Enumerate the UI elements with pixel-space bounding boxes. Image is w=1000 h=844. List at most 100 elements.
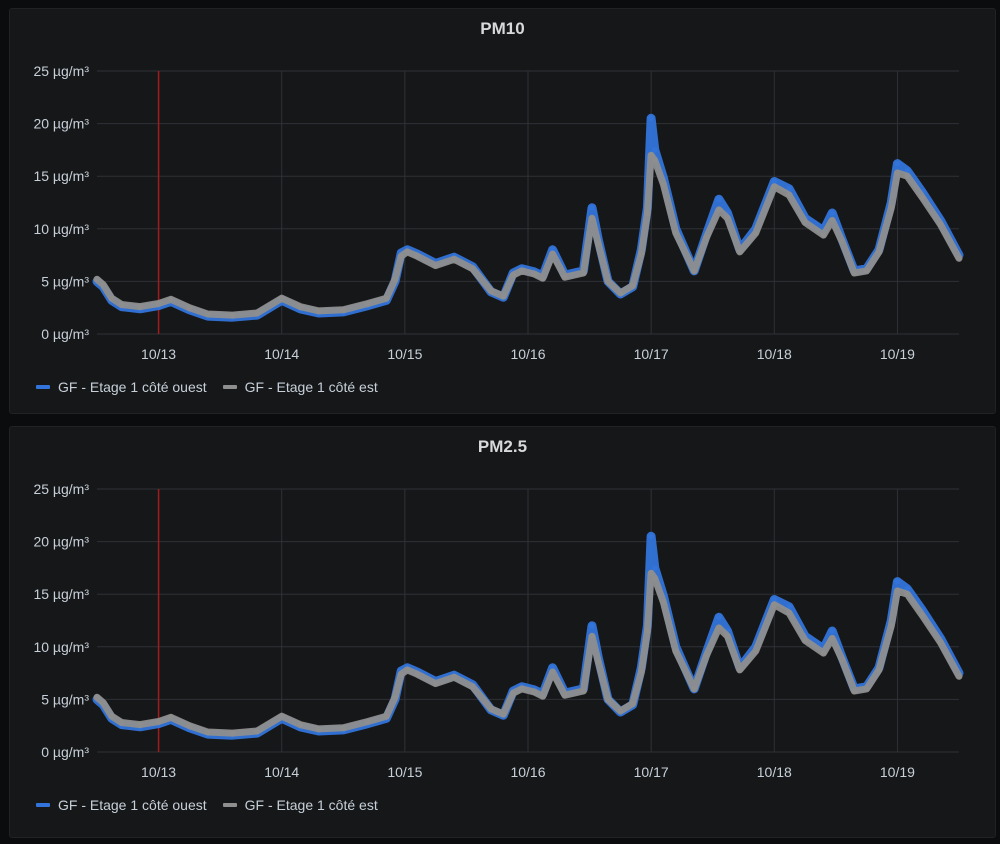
- data-point[interactable]: [108, 295, 115, 302]
- data-point[interactable]: [753, 230, 759, 236]
- data-point[interactable]: [469, 265, 476, 272]
- data-point[interactable]: [297, 721, 303, 728]
- data-point[interactable]: [137, 721, 143, 728]
- data-point[interactable]: [644, 210, 651, 216]
- data-point[interactable]: [580, 688, 587, 694]
- data-point[interactable]: [802, 637, 808, 644]
- data-point[interactable]: [519, 686, 525, 692]
- data-point[interactable]: [672, 648, 679, 654]
- legend-item-ouest[interactable]: GF - Etage 1 côté ouest: [36, 797, 207, 813]
- data-point[interactable]: [155, 718, 162, 725]
- data-point[interactable]: [691, 268, 698, 274]
- data-point[interactable]: [562, 692, 568, 698]
- data-point[interactable]: [562, 274, 568, 280]
- data-point[interactable]: [629, 700, 636, 707]
- data-point[interactable]: [771, 596, 778, 603]
- pm25-chart[interactable]: 0 µg/m³ 5 µg/m³ 10 µg/m³ 15 µg/m³ 20 µg/m³ 25…: [10, 427, 995, 787]
- data-point[interactable]: [100, 699, 106, 706]
- data-point[interactable]: [340, 725, 347, 731]
- data-point[interactable]: [888, 204, 895, 211]
- data-point[interactable]: [716, 625, 722, 631]
- data-point[interactable]: [392, 276, 398, 283]
- data-point[interactable]: [137, 303, 143, 310]
- data-point[interactable]: [786, 604, 792, 610]
- data-point[interactable]: [404, 667, 411, 673]
- data-point[interactable]: [937, 639, 944, 646]
- data-point[interactable]: [771, 178, 778, 185]
- data-point[interactable]: [786, 186, 792, 192]
- data-point[interactable]: [652, 157, 658, 164]
- data-point[interactable]: [118, 719, 125, 726]
- data-point[interactable]: [820, 232, 827, 238]
- data-point[interactable]: [340, 307, 347, 313]
- data-point[interactable]: [737, 667, 743, 673]
- data-point[interactable]: [531, 271, 537, 277]
- data-point[interactable]: [414, 671, 420, 677]
- data-point[interactable]: [168, 714, 174, 721]
- data-point[interactable]: [186, 304, 193, 311]
- data-point[interactable]: [648, 570, 654, 576]
- data-point[interactable]: [724, 215, 731, 222]
- data-point[interactable]: [168, 296, 174, 303]
- data-point[interactable]: [254, 728, 260, 734]
- data-point[interactable]: [254, 310, 260, 316]
- data-point[interactable]: [839, 238, 845, 245]
- data-point[interactable]: [510, 272, 517, 278]
- data-point[interactable]: [510, 690, 517, 696]
- data-point[interactable]: [894, 588, 901, 594]
- data-point[interactable]: [771, 601, 778, 608]
- data-point[interactable]: [894, 160, 901, 167]
- data-point[interactable]: [652, 147, 658, 153]
- data-point[interactable]: [672, 230, 679, 236]
- data-point[interactable]: [724, 633, 731, 640]
- data-point[interactable]: [432, 680, 439, 687]
- data-point[interactable]: [278, 713, 285, 720]
- data-point[interactable]: [605, 278, 611, 285]
- data-point[interactable]: [629, 282, 636, 289]
- data-point[interactable]: [638, 669, 645, 675]
- data-point[interactable]: [648, 152, 654, 158]
- legend-item-ouest[interactable]: GF - Etage 1 côté ouest: [36, 379, 207, 395]
- data-point[interactable]: [753, 648, 759, 654]
- data-point[interactable]: [205, 311, 211, 317]
- data-point[interactable]: [549, 251, 556, 257]
- data-point[interactable]: [644, 628, 651, 634]
- data-point[interactable]: [315, 308, 322, 314]
- data-point[interactable]: [589, 215, 595, 222]
- data-point[interactable]: [365, 300, 371, 307]
- data-point[interactable]: [716, 614, 722, 621]
- data-point[interactable]: [488, 706, 494, 712]
- data-point[interactable]: [839, 656, 845, 663]
- data-point[interactable]: [652, 565, 658, 571]
- data-point[interactable]: [829, 210, 835, 216]
- data-point[interactable]: [786, 610, 792, 616]
- data-point[interactable]: [488, 288, 494, 294]
- data-point[interactable]: [894, 170, 901, 176]
- data-point[interactable]: [829, 628, 835, 634]
- data-point[interactable]: [500, 293, 507, 299]
- data-point[interactable]: [716, 207, 722, 213]
- data-point[interactable]: [737, 249, 743, 255]
- data-point[interactable]: [383, 713, 390, 720]
- data-point[interactable]: [660, 599, 667, 606]
- data-point[interactable]: [894, 578, 901, 585]
- data-point[interactable]: [229, 312, 236, 318]
- data-point[interactable]: [589, 633, 595, 640]
- data-point[interactable]: [469, 683, 476, 690]
- data-point[interactable]: [851, 688, 858, 694]
- data-point[interactable]: [648, 115, 654, 122]
- data-point[interactable]: [595, 658, 601, 665]
- data-point[interactable]: [851, 270, 858, 276]
- data-point[interactable]: [539, 693, 546, 700]
- data-point[interactable]: [595, 240, 601, 247]
- data-point[interactable]: [703, 652, 710, 659]
- pm10-chart[interactable]: 0 µg/m³ 5 µg/m³ 10 µg/m³ 15 µg/m³ 20 µg/m³ 25…: [10, 9, 995, 369]
- data-point[interactable]: [904, 591, 911, 597]
- data-point[interactable]: [383, 295, 390, 302]
- data-point[interactable]: [652, 575, 658, 582]
- data-point[interactable]: [539, 275, 546, 282]
- data-point[interactable]: [297, 303, 303, 310]
- data-point[interactable]: [315, 726, 322, 732]
- data-point[interactable]: [205, 729, 211, 735]
- data-point[interactable]: [786, 192, 792, 198]
